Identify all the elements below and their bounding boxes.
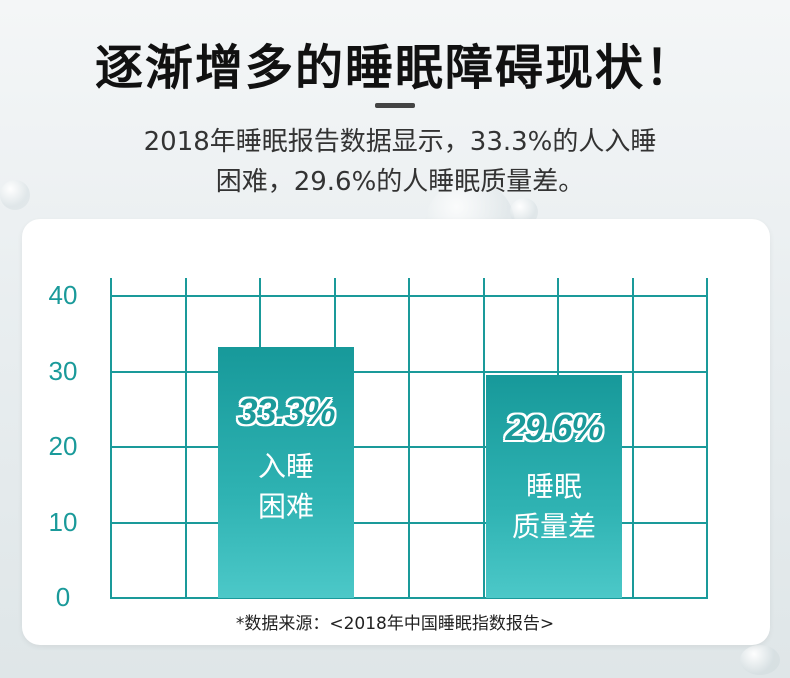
chart-card xyxy=(22,219,770,645)
y-tick-label: 10 xyxy=(48,506,78,537)
subtitle-line-2: 困难，29.6%的人睡眠质量差。 xyxy=(215,167,585,197)
grid-line-vertical xyxy=(185,278,187,598)
bar-value-label: 29.6% xyxy=(505,406,603,448)
grid-line-vertical xyxy=(632,278,634,598)
grid-line-horizontal xyxy=(110,597,708,599)
grid-line-vertical xyxy=(483,278,485,598)
subtitle: 2018年睡眠报告数据显示，33.3%的人入睡 困难，29.6%的人睡眠质量差。 xyxy=(110,122,690,202)
page-title: 逐渐增多的睡眠障碍现状！ xyxy=(94,40,695,96)
bar-category-label: 睡眠 质量差 xyxy=(474,467,634,547)
bar xyxy=(218,346,354,598)
bar-category-label: 入睡 困难 xyxy=(206,447,366,527)
bar xyxy=(486,374,622,598)
grid-line-vertical xyxy=(706,278,708,598)
grid-line-vertical xyxy=(408,278,410,598)
bar-category-label-line: 困难 xyxy=(257,489,314,523)
grid-line-vertical xyxy=(110,278,112,598)
bar-value-label: 33.3% xyxy=(237,390,335,432)
y-tick-label: 0 xyxy=(55,582,71,612)
decorative-bubble xyxy=(0,180,30,210)
y-tick-label: 40 xyxy=(48,280,78,310)
bar-category-label-line: 质量差 xyxy=(511,509,596,543)
bar-category-label-line: 入睡 xyxy=(257,449,314,483)
y-tick-label: 30 xyxy=(48,355,78,386)
bar-category-label-line: 睡眠 xyxy=(525,469,582,503)
data-source-note: *数据来源：<2018年中国睡眠指数报告> xyxy=(235,614,555,634)
decorative-bubble xyxy=(740,645,780,675)
subtitle-line-1: 2018年睡眠报告数据显示，33.3%的人入睡 xyxy=(143,127,657,157)
y-tick-label: 20 xyxy=(48,431,78,461)
title-divider xyxy=(375,103,415,108)
